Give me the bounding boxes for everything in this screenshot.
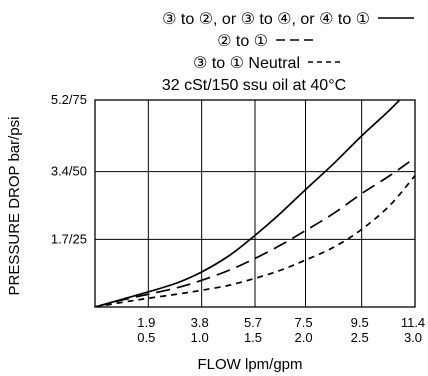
legend-label-solid: ③ to ②, or ③ to ④, or ④ to ① (162, 11, 370, 28)
series-line-long-dash (95, 157, 415, 307)
x-tick-label-gpm-4: 2.5 (351, 330, 369, 345)
y-axis-label: PRESSURE DROP bar/psi (6, 117, 23, 296)
legend-label-short-dash: ③ to ① Neutral (193, 55, 300, 72)
x-tick-label-lpm-0: 1.9 (137, 315, 155, 330)
x-tick-label-lpm-1: 3.8 (191, 315, 209, 330)
x-tick-label-gpm-3: 2.0 (294, 330, 312, 345)
x-tick-label-gpm-2: 1.5 (244, 330, 262, 345)
series-line-short-dash (95, 175, 415, 307)
x-tick-label-lpm-3: 7.5 (294, 315, 312, 330)
series-group (95, 100, 415, 307)
x-tick-label-lpm-2: 5.7 (244, 315, 262, 330)
y-tick-labels: 1.7/25 3.4/50 5.2/75 (51, 92, 87, 246)
y-tick-label-1: 3.4/50 (51, 164, 87, 179)
x-tick-label-lpm-4: 9.5 (351, 315, 369, 330)
x-tick-label-gpm-1: 1.0 (191, 330, 209, 345)
legend-label-long-dash: ② to ① (217, 33, 268, 50)
x-tick-label-gpm-5: 3.0 (404, 330, 422, 345)
series-line-solid (95, 100, 401, 307)
y-tick-label-2: 5.2/75 (51, 92, 87, 107)
x-axis-label: FLOW lpm/gpm (197, 356, 302, 373)
plot-frame (94, 99, 416, 308)
oil-condition-label: 32 cSt/150 ssu oil at 40°C (162, 77, 346, 94)
y-tick-label-0: 1.7/25 (51, 231, 87, 246)
x-tick-label-gpm-0: 0.5 (137, 330, 155, 345)
x-tick-label-lpm-5: 11.4 (401, 315, 425, 330)
legend: ③ to ②, or ③ to ④, or ④ to ① ② to ① ③ to… (162, 11, 414, 94)
x-tick-labels: 1.90.5 3.81.0 5.71.5 7.52.0 9.52.5 11.43.0 (137, 315, 425, 345)
